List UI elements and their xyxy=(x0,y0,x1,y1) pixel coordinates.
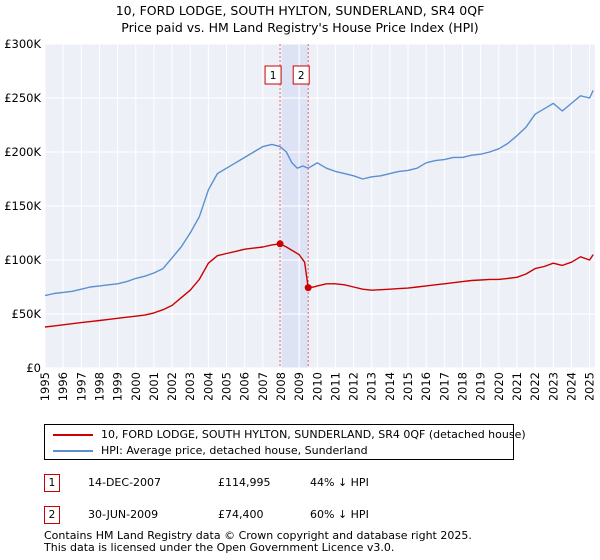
sale-number-badge: 1 xyxy=(44,474,60,492)
sale-price: £114,995 xyxy=(218,476,271,489)
sale-hpi-diff: 60% ↓ HPI xyxy=(310,508,369,521)
x-tick-label: 1996 xyxy=(56,372,70,400)
series-lines xyxy=(44,90,594,328)
x-tick-label: 2003 xyxy=(183,372,197,400)
legend-label-property: 10, FORD LODGE, SOUTH HYLTON, SUNDERLAND… xyxy=(101,428,526,441)
x-tick-label: 2024 xyxy=(564,372,578,400)
legend-swatch-property xyxy=(53,434,93,436)
y-tick-label: £300K xyxy=(4,37,41,51)
sale-row-1: 1 14-DEC-2007 £114,995 44% ↓ HPI xyxy=(44,472,464,494)
x-tick-label: 2005 xyxy=(220,372,234,400)
x-tick-label: 2017 xyxy=(437,372,451,400)
x-tick-label: 2015 xyxy=(401,372,415,400)
x-tick-label: 2002 xyxy=(165,372,179,400)
footer-line1: Contains HM Land Registry data © Crown c… xyxy=(44,529,472,542)
y-axis-ticks: £0 £50K £100K £150K £200K £250K £300K xyxy=(4,37,41,375)
sale-date: 30-JUN-2009 xyxy=(88,508,159,521)
x-tick-label: 2012 xyxy=(347,372,361,400)
y-tick-label: £250K xyxy=(4,91,41,105)
chart-title-line2: Price paid vs. HM Land Registry's House … xyxy=(121,20,479,35)
sale-number-badge: 2 xyxy=(44,506,60,524)
x-tick-label: 1998 xyxy=(92,372,106,400)
sale-hpi-diff: 44% ↓ HPI xyxy=(310,476,369,489)
x-tick-label: 1999 xyxy=(111,372,125,400)
x-tick-label: 2014 xyxy=(383,372,397,400)
sale-label-box xyxy=(264,65,282,85)
sale-marker-lines xyxy=(279,44,309,368)
chart-title-line1: 10, FORD LODGE, SOUTH HYLTON, SUNDERLAND… xyxy=(115,3,485,18)
sale-point xyxy=(276,240,284,248)
x-tick-label: 2008 xyxy=(274,372,288,400)
x-tick-label: 2004 xyxy=(201,372,215,400)
property-series-line xyxy=(44,243,594,328)
sale-points xyxy=(276,240,312,292)
x-tick-label: 2021 xyxy=(510,372,524,400)
x-tick-label: 1995 xyxy=(38,372,52,400)
y-tick-label: £50K xyxy=(12,307,42,321)
x-tick-label: 2010 xyxy=(310,372,324,400)
x-tick-label: 2000 xyxy=(129,372,143,400)
x-tick-label: 2007 xyxy=(256,372,270,400)
x-tick-label: 2023 xyxy=(546,372,560,400)
sale-row-2: 2 30-JUN-2009 £74,400 60% ↓ HPI xyxy=(44,504,464,526)
x-tick-label: 2001 xyxy=(147,372,161,400)
grid-lines xyxy=(44,43,595,369)
chart-title: 10, FORD LODGE, SOUTH HYLTON, SUNDERLAND… xyxy=(0,2,600,36)
y-tick-label: £0 xyxy=(26,361,41,375)
x-tick-label: 2019 xyxy=(474,372,488,400)
sale-price: £74,400 xyxy=(218,508,264,521)
sale-date: 14-DEC-2007 xyxy=(88,476,162,489)
legend: 10, FORD LODGE, SOUTH HYLTON, SUNDERLAND… xyxy=(44,424,526,460)
x-tick-label: 2011 xyxy=(328,372,342,400)
sale-label-text: 1 xyxy=(270,70,277,82)
sale-label-box xyxy=(292,65,310,85)
footer-line2: This data is licensed under the Open Gov… xyxy=(44,540,395,554)
y-tick-label: £100K xyxy=(4,253,41,267)
x-tick-label: 2020 xyxy=(492,372,506,400)
hpi-series-line xyxy=(44,90,594,297)
x-tick-label: 1997 xyxy=(74,372,88,400)
x-axis-ticks: 1995 1996 1997 1998 1999 2000 2001 2002 2003 2004… xyxy=(38,372,597,400)
x-tick-label: 2013 xyxy=(365,372,379,400)
sale-point xyxy=(304,284,312,292)
y-tick-label: £200K xyxy=(4,145,41,159)
sale-label-text: 2 xyxy=(298,70,305,82)
x-tick-label: 2025 xyxy=(583,372,597,400)
x-tick-label: 2006 xyxy=(238,372,252,400)
legend-swatch-hpi xyxy=(53,450,93,452)
x-tick-label: 2018 xyxy=(455,372,469,400)
footer: Contains HM Land Registry data © Crown c… xyxy=(44,530,472,553)
legend-label-hpi: HPI: Average price, detached house, Sund… xyxy=(101,444,368,457)
x-tick-label: 2016 xyxy=(419,372,433,400)
x-tick-label: 2022 xyxy=(528,372,542,400)
y-tick-label: £150K xyxy=(4,199,41,213)
x-tick-label: 2009 xyxy=(292,372,306,400)
